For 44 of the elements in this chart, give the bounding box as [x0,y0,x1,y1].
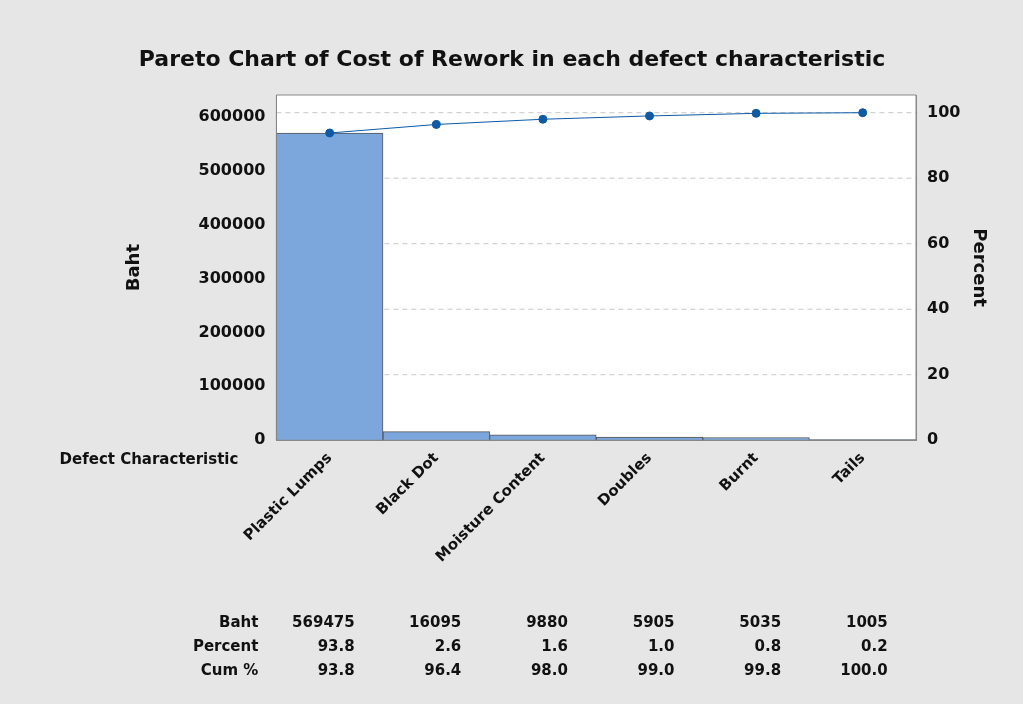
point [538,114,548,124]
point [431,119,441,129]
y-tick-label: 300000 [198,267,266,287]
y-tick-label: 100000 [198,375,266,395]
data-label: 96.4 [424,660,462,679]
y-tick-label: 500000 [198,159,266,179]
y2-tick-label: 60 [927,232,950,252]
data-label: 16095 [409,612,462,631]
y-tick-label: 400000 [198,213,266,233]
text: 2.6 [434,636,462,655]
chart-title: Pareto Chart of Cost of Rework in each defect characteristic [138,45,886,71]
y2-axis-title: Percent [969,228,991,308]
text: Baht [218,612,259,631]
y2-tick-label: 0 [927,429,939,449]
y2-tick-label: 100 [927,101,961,121]
data-label: 98.0 [530,660,568,679]
y2-tick-label: 40 [927,298,950,318]
text: 0.8 [754,636,782,655]
data-label: 569475 [292,612,355,631]
point [751,108,761,118]
y2-tick-label: 20 [927,363,950,383]
data-label: 99.0 [637,660,675,679]
text: Percent [192,636,259,655]
y-tick-label: 0 [254,429,266,449]
point [325,128,335,138]
data-label: 5905 [632,612,675,631]
y2-tick-label: 80 [927,167,950,187]
point [645,111,654,121]
y-tick-label: 600000 [198,105,266,125]
text: Cum % [200,660,259,679]
text: 1.0 [647,636,675,655]
y-tick-label: 200000 [198,321,266,341]
data-label: 5035 [739,612,782,631]
data-label: 1005 [845,612,888,631]
x-axis-title: Defect Characteristic [59,450,239,469]
y-axis-title: Baht [122,243,144,292]
text: 93.8 [317,636,355,655]
text: 1.6 [541,636,568,655]
data-label: 93.8 [317,660,355,679]
text: 0.2 [861,636,888,655]
data-label: 9880 [526,612,568,631]
data-label: 99.8 [744,660,782,679]
point [858,108,868,118]
data-label: 100.0 [840,660,888,679]
